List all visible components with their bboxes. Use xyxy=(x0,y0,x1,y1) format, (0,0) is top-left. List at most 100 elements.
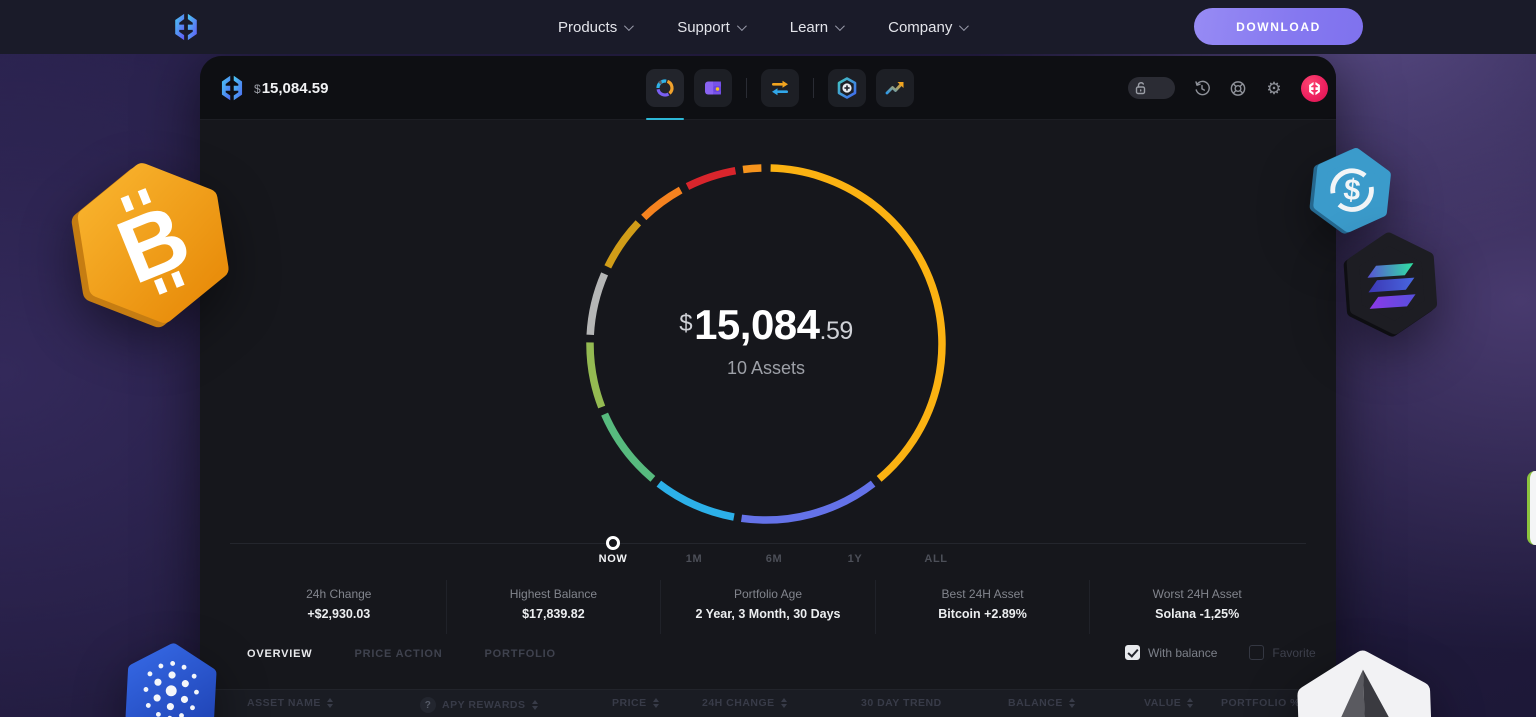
help-icon[interactable]: ? xyxy=(420,697,436,713)
nav-links: Products Support Learn Company xyxy=(558,0,970,54)
profile-avatar[interactable] xyxy=(1301,74,1328,102)
tab-portfolio[interactable]: PORTFOLIO xyxy=(484,648,556,660)
timeline-option-1y[interactable]: 1Y xyxy=(847,553,863,565)
trend-up-icon xyxy=(885,82,904,95)
bitcoin-icon: B xyxy=(71,163,229,328)
timeline-option-all[interactable]: ALL xyxy=(924,553,948,565)
col-value[interactable]: VALUE xyxy=(1144,697,1194,709)
price-chart-button[interactable] xyxy=(876,69,914,107)
exodus-app-logo[interactable] xyxy=(218,74,246,102)
filter-with-balance[interactable]: With balance xyxy=(1125,645,1217,660)
exodus-logo[interactable] xyxy=(171,12,201,42)
nav-item-company[interactable]: Company xyxy=(888,19,970,36)
site-navbar: Products Support Learn Company DOWNLOAD xyxy=(0,0,1536,54)
col-balance[interactable]: BALANCE xyxy=(1008,697,1075,709)
donut-segment-9[interactable] xyxy=(685,166,737,190)
center-amount: $15,084.59 xyxy=(616,304,916,346)
download-button[interactable]: DOWNLOAD xyxy=(1194,8,1363,45)
checkbox-favorite[interactable] xyxy=(1249,645,1265,660)
timeline-track[interactable] xyxy=(230,543,1306,544)
donut-segment-10[interactable] xyxy=(742,164,762,174)
chevron-down-icon xyxy=(959,20,970,31)
donut-segment-7[interactable] xyxy=(604,220,642,269)
sort-icon[interactable] xyxy=(780,698,787,708)
swap-arrows-icon xyxy=(772,80,788,96)
timeline-option-now[interactable]: NOW xyxy=(598,553,628,565)
nav-label: Products xyxy=(558,18,618,36)
settings-button[interactable]: ⚙ xyxy=(1265,79,1283,97)
col-apy-rewards[interactable]: ? APY REWARDS xyxy=(420,697,538,713)
hexagon-plus-icon xyxy=(837,77,857,99)
gear-icon: ⚙ xyxy=(1266,78,1282,98)
nav-item-learn[interactable]: Learn xyxy=(790,19,845,36)
stat-worst-24h-asset: Worst 24H Asset Solana -1,25% xyxy=(1089,580,1304,634)
exodus-avatar-mark xyxy=(1309,81,1320,95)
col-24h-change[interactable]: 24H CHANGE xyxy=(702,697,787,709)
usdc-coin: $ xyxy=(1308,142,1396,240)
ethereum-icon xyxy=(1297,650,1433,717)
col-30-day-trend[interactable]: 30 DAY TREND xyxy=(861,697,942,709)
col-label: ASSET NAME xyxy=(247,697,321,709)
stat-label: Worst 24H Asset xyxy=(1152,587,1242,601)
tab-price-action[interactable]: PRICE ACTION xyxy=(354,648,443,660)
sort-icon[interactable] xyxy=(326,698,333,708)
portfolio-stats: 24h Change +$2,930.03 Highest Balance $1… xyxy=(232,580,1304,634)
portfolio-tab-button[interactable] xyxy=(646,69,684,107)
stat-value: 2 Year, 3 Month, 30 Days xyxy=(695,607,841,621)
nav-item-products[interactable]: Products xyxy=(558,18,635,36)
asset-filters: With balance Favorite xyxy=(1125,645,1316,660)
total-balance: $15,084.59 xyxy=(254,80,328,97)
history-button[interactable] xyxy=(1193,79,1211,97)
asset-tabs: OVERVIEW PRICE ACTION PORTFOLIO xyxy=(247,648,556,660)
donut-chart-icon xyxy=(656,79,674,97)
col-label: APY REWARDS xyxy=(442,699,526,711)
donut-segment-4[interactable] xyxy=(601,412,656,482)
svg-text:$: $ xyxy=(1342,173,1362,208)
toolbar-divider xyxy=(746,78,747,98)
stat-value: +$2,930.03 xyxy=(307,607,371,621)
timeline-options: NOW 1M 6M 1Y ALL xyxy=(200,553,1336,569)
donut-segment-5[interactable] xyxy=(586,342,606,409)
filter-label: Favorite xyxy=(1272,645,1316,660)
checkbox-with-balance[interactable] xyxy=(1125,645,1140,660)
app-topbar: $15,084.59 xyxy=(200,56,1336,120)
donut-segment-6[interactable] xyxy=(586,272,609,336)
donut-segment-2[interactable] xyxy=(740,480,876,524)
stat-highest-balance: Highest Balance $17,839.82 xyxy=(445,580,661,634)
support-button[interactable] xyxy=(1229,79,1247,97)
donut-segment-8[interactable] xyxy=(641,186,683,221)
nav-label: Support xyxy=(677,18,730,36)
wallet-icon xyxy=(705,81,721,95)
lock-toggle[interactable] xyxy=(1128,77,1175,99)
filter-label: With balance xyxy=(1148,645,1218,660)
stat-label: Portfolio Age xyxy=(733,587,802,601)
cardano-icon xyxy=(125,643,217,717)
chevron-down-icon xyxy=(835,20,845,31)
toolbar-divider xyxy=(813,78,814,98)
stat-value: $17,839.82 xyxy=(522,607,585,621)
col-label: 24H CHANGE xyxy=(702,697,775,709)
timeline-option-1m[interactable]: 1M xyxy=(685,553,703,565)
sort-icon[interactable] xyxy=(1068,698,1075,708)
active-tab-underline xyxy=(646,118,684,120)
col-price[interactable]: PRICE xyxy=(612,697,659,709)
filter-favorite[interactable]: Favorite xyxy=(1249,645,1316,660)
timeline-handle[interactable] xyxy=(606,536,620,550)
sort-icon[interactable] xyxy=(531,700,538,710)
tab-overview[interactable]: OVERVIEW xyxy=(247,648,313,660)
col-asset-name[interactable]: ASSET NAME xyxy=(247,697,333,709)
bitcoin-coin: B xyxy=(70,156,238,340)
balance-currency: $ xyxy=(254,82,261,96)
usdc-icon: $ xyxy=(1309,148,1391,234)
sort-icon[interactable] xyxy=(1187,698,1194,708)
center-whole: 15,084 xyxy=(694,301,820,348)
timeline-option-6m[interactable]: 6M xyxy=(765,553,783,565)
buy-crypto-button[interactable] xyxy=(828,69,866,107)
nav-item-support[interactable]: Support xyxy=(677,18,747,36)
donut-segment-3[interactable] xyxy=(656,480,735,521)
balance-value: 15,084.59 xyxy=(261,80,329,97)
swap-button[interactable] xyxy=(761,69,799,107)
stat-value: Solana -1,25% xyxy=(1155,607,1240,621)
wallet-tab-button[interactable] xyxy=(694,69,732,107)
sort-icon[interactable] xyxy=(652,698,659,708)
